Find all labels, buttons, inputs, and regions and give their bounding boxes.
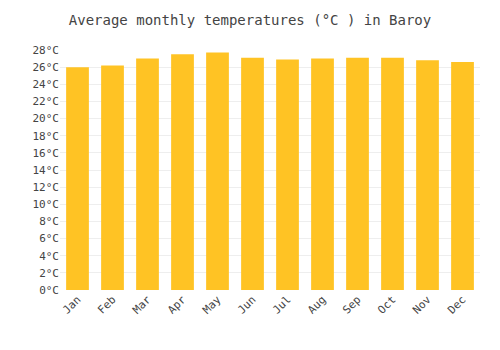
svg-text:Jun: Jun bbox=[235, 293, 258, 316]
svg-text:Average monthly temperatures (: Average monthly temperatures (°C ) in Ba… bbox=[69, 12, 431, 28]
svg-text:Jan: Jan bbox=[60, 293, 83, 316]
svg-text:Nov: Nov bbox=[410, 293, 434, 317]
svg-text:18°C: 18°C bbox=[33, 130, 60, 143]
svg-text:14°C: 14°C bbox=[33, 164, 60, 177]
svg-text:4°C: 4°C bbox=[39, 250, 59, 263]
svg-text:16°C: 16°C bbox=[33, 147, 60, 160]
svg-text:Jul: Jul bbox=[270, 293, 293, 316]
svg-text:Oct: Oct bbox=[375, 293, 398, 316]
svg-text:May: May bbox=[200, 293, 224, 317]
svg-text:24°C: 24°C bbox=[33, 78, 60, 91]
svg-text:28°C: 28°C bbox=[33, 44, 60, 57]
svg-text:10°C: 10°C bbox=[33, 198, 60, 211]
svg-text:Dec: Dec bbox=[445, 293, 468, 316]
svg-text:0°C: 0°C bbox=[39, 284, 59, 297]
svg-text:2°C: 2°C bbox=[39, 267, 59, 280]
svg-text:Mar: Mar bbox=[130, 293, 154, 317]
svg-text:Aug: Aug bbox=[305, 293, 328, 316]
svg-text:12°C: 12°C bbox=[33, 181, 60, 194]
svg-text:22°C: 22°C bbox=[33, 95, 60, 108]
svg-text:Apr: Apr bbox=[165, 293, 189, 317]
svg-text:8°C: 8°C bbox=[39, 215, 59, 228]
svg-text:Sep: Sep bbox=[340, 293, 363, 316]
svg-text:6°C: 6°C bbox=[39, 232, 59, 245]
svg-text:Feb: Feb bbox=[95, 293, 118, 316]
svg-text:26°C: 26°C bbox=[33, 61, 60, 74]
svg-text:20°C: 20°C bbox=[33, 112, 60, 125]
